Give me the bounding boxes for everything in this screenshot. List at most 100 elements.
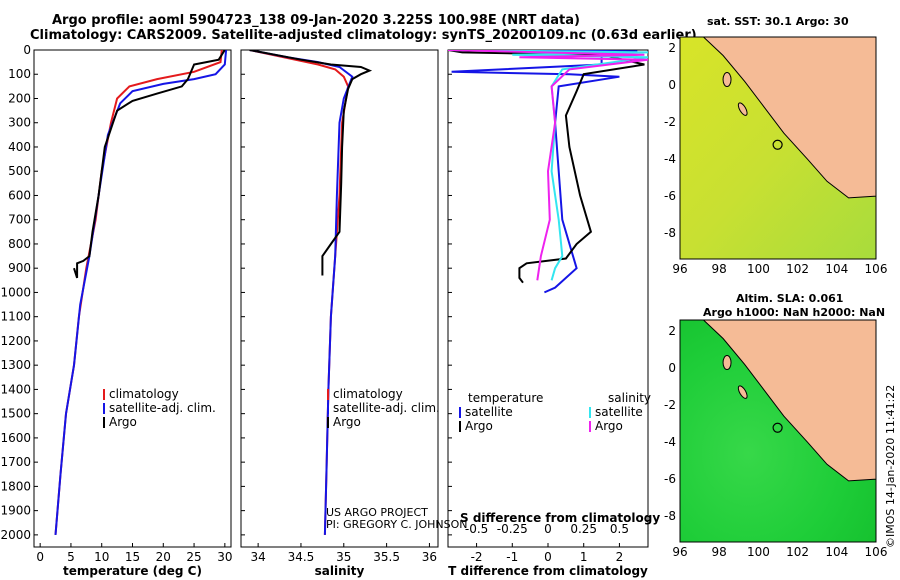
panel-temperature: 0 5 10 15 20 25 30 temperature (deg C) 0 100 200 30…	[0, 43, 232, 578]
x-axis-label: T difference from climatology	[448, 564, 648, 578]
y-tick-label: 900	[8, 261, 31, 275]
sla-lon-tick: 106	[865, 545, 888, 559]
sst-map-border	[679, 36, 877, 260]
sla-lon-tick: 96	[672, 545, 687, 559]
legend-label: climatology	[333, 387, 403, 401]
x-tick-label: 15	[125, 550, 140, 564]
credit-line-2: PI: GREGORY C. JOHNSON	[326, 518, 467, 531]
sla-argo-marker	[772, 422, 783, 433]
sst-lat-tick: -2	[664, 115, 676, 129]
y-tick-label: 1500	[0, 407, 31, 421]
x-tick-label: 25	[186, 550, 201, 564]
x-tick-label: 35.5	[373, 550, 400, 564]
x-tick-label: 10	[94, 550, 109, 564]
y-tick-label: 1600	[0, 431, 31, 445]
top-tick-label: 0.25	[570, 522, 597, 536]
sst-lat-tick: -6	[664, 189, 676, 203]
x-tick-label: 20	[156, 550, 171, 564]
sst-map-title: sat. SST: 30.1 Argo: 30	[707, 15, 849, 28]
sst-argo-marker	[772, 139, 783, 150]
y-tick-label: 500	[8, 164, 31, 178]
legend-label: Argo	[109, 415, 137, 429]
x-tick-label: -1	[506, 550, 518, 564]
legend-label: temperature	[468, 391, 543, 405]
plot-area-difference	[447, 49, 649, 548]
y-tick-label: 1300	[0, 358, 31, 372]
sst-lon-tick: 98	[712, 262, 727, 276]
sst-island-shape	[722, 72, 732, 88]
x-tick-label: -2	[471, 550, 483, 564]
legend-label: satellite-adj. clim.	[109, 401, 216, 415]
y-tick-label: 1900	[0, 504, 31, 518]
y-tick-label: 600	[8, 188, 31, 202]
maps-group: 96 98 100 102 104 106 2 0 -2 -4 -6 -8 96 98 100 102 104 1…	[664, 36, 888, 559]
series-line-s-argo	[448, 50, 648, 281]
top-tick-label: 0	[544, 522, 552, 536]
sst-lon-tick: 100	[747, 262, 770, 276]
sla-lon-tick: 100	[747, 545, 770, 559]
x-tick-label: 0	[544, 550, 552, 564]
panel-salinity: 34 34.5 35 35.5 36 salinity climatologysatelli…	[240, 49, 440, 578]
figure-title-line-2: Climatology: CARS2009. Satellite-adjuste…	[30, 28, 697, 43]
sla-lat-tick: -4	[664, 435, 676, 449]
legend-label: Argo	[333, 415, 361, 429]
plot-area-temperature	[33, 49, 232, 548]
sla-lon-tick: 102	[786, 545, 809, 559]
x-axis-label: salinity	[315, 564, 365, 578]
sst-lat-tick: 2	[668, 41, 676, 55]
x-tick-label: 34	[250, 550, 265, 564]
y-tick-label: 200	[8, 91, 31, 105]
y-tick-label: 800	[8, 237, 31, 251]
y-tick-label: 0	[23, 43, 31, 57]
y-tick-label: 2000	[0, 528, 31, 542]
sst-lon-tick: 102	[786, 262, 809, 276]
legend-label: satellite	[595, 405, 643, 419]
x-tick-label: 34.5	[288, 550, 315, 564]
sst-lat-tick: -8	[664, 226, 676, 240]
top-axis-label: S difference from climatology	[460, 511, 660, 525]
sla-lat-tick: -2	[664, 398, 676, 412]
y-tick-label: 1200	[0, 334, 31, 348]
sla-map-title-2: Argo h1000: NaN h2000: NaN	[703, 306, 886, 319]
y-tick-label: 1700	[0, 455, 31, 469]
x-tick-label: 0	[36, 550, 44, 564]
legend-label: Argo	[465, 419, 493, 433]
y-tick-label: 400	[8, 140, 31, 154]
series-line-argo	[73, 50, 226, 279]
top-tick-label: -0.5	[465, 522, 488, 536]
y-tick-label: 700	[8, 213, 31, 227]
x-tick-label: 30	[217, 550, 232, 564]
legend-label: salinity	[608, 391, 651, 405]
x-tick-label: 2	[616, 550, 624, 564]
sla-lat-tick: 0	[668, 361, 676, 375]
series-group	[448, 50, 648, 294]
legend-label: Argo	[595, 419, 623, 433]
panel-difference: -2 -1 0 1 2T difference from climatology -0.5…	[447, 49, 660, 578]
x-tick-label: 1	[580, 550, 588, 564]
y-tick-label: 100	[8, 67, 31, 81]
legend-label: climatology	[109, 387, 179, 401]
sla-lat-tick: -6	[664, 472, 676, 486]
sla-map-border	[679, 319, 877, 543]
y-tick-label: 300	[8, 116, 31, 130]
sla-lon-tick: 98	[712, 545, 727, 559]
x-axis-label: temperature (deg C)	[63, 564, 202, 578]
series-group	[54, 50, 228, 535]
sla-map-title-1: Altim. SLA: 0.061	[736, 292, 844, 305]
x-tick-label: 5	[67, 550, 75, 564]
legend-label: satellite-adj. clim.	[333, 401, 440, 415]
sst-island-shape	[737, 102, 748, 116]
y-tick-label: 1100	[0, 310, 31, 324]
sla-island-shape	[737, 385, 748, 399]
top-tick-label: 0.5	[610, 522, 629, 536]
sst-lon-tick: 104	[825, 262, 848, 276]
sla-lat-tick: 2	[668, 324, 676, 338]
figure-title-line-1: Argo profile: aoml 5904723_138 09-Jan-20…	[52, 13, 580, 28]
sst-lon-tick: 96	[672, 262, 687, 276]
y-tick-label: 1800	[0, 479, 31, 493]
sla-island-shape	[722, 355, 732, 371]
y-tick-label: 1400	[0, 382, 31, 396]
top-tick-label: -0.25	[497, 522, 528, 536]
sst-lat-tick: 0	[668, 78, 676, 92]
